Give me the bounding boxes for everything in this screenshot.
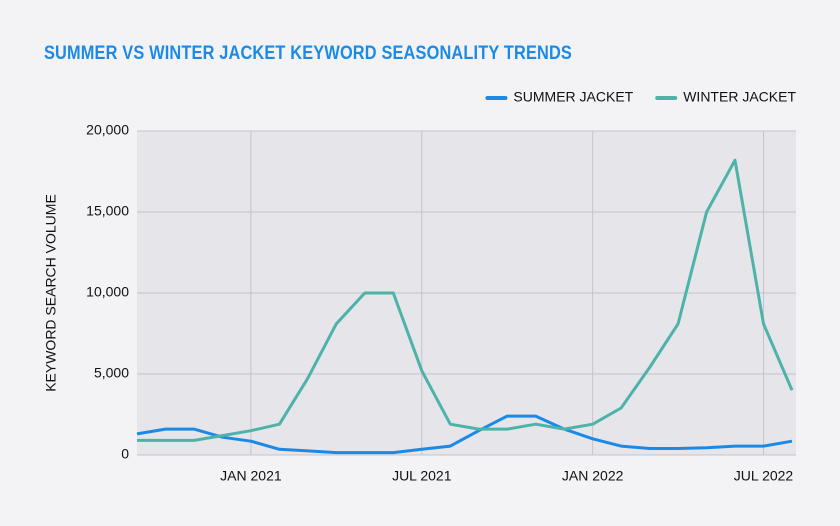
y-tick-label: 15,000 bbox=[86, 203, 129, 219]
x-tick-label: JAN 2021 bbox=[220, 468, 282, 484]
chart-title: SUMMER VS WINTER JACKET KEYWORD SEASONAL… bbox=[44, 42, 572, 63]
x-tick-label: JAN 2022 bbox=[562, 468, 624, 484]
y-tick-label: 10,000 bbox=[86, 284, 129, 300]
line-series bbox=[136, 414, 793, 455]
line-series bbox=[137, 158, 794, 442]
x-tick-label: JUL 2022 bbox=[734, 468, 794, 484]
x-tick-label: JUL 2021 bbox=[392, 468, 452, 484]
y-tick-label: 20,000 bbox=[86, 122, 129, 138]
y-axis-label: KEYWORD SEARCH VOLUME bbox=[43, 194, 59, 392]
y-tick-label: 0 bbox=[121, 446, 129, 462]
y-tick-label: 5,000 bbox=[94, 365, 129, 381]
legend-label: SUMMER JACKET bbox=[513, 89, 633, 105]
legend-label: WINTER JACKET bbox=[683, 89, 796, 105]
